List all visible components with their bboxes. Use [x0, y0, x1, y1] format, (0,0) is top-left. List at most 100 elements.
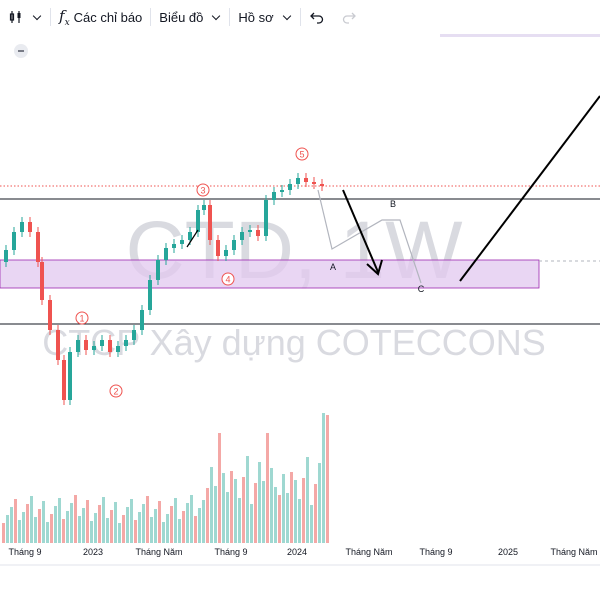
redo-button[interactable]: [333, 0, 365, 34]
volume-bar: [282, 474, 285, 543]
volume-bar: [158, 501, 161, 543]
volume-bar: [218, 433, 221, 543]
candle: [256, 230, 260, 236]
volume-bar: [162, 522, 165, 543]
volume-bar: [182, 511, 185, 543]
volume-bar: [270, 468, 273, 543]
volume-bar: [102, 497, 105, 543]
volume-bar: [306, 457, 309, 543]
candle: [264, 200, 268, 236]
toolbar-divider: [299, 8, 301, 26]
abc-projection-path[interactable]: [317, 189, 422, 284]
volume-bar: [242, 477, 245, 543]
wave-number: 1: [79, 314, 84, 324]
volume-bar: [298, 499, 301, 543]
indicators-button[interactable]: fx Các chỉ báo: [51, 0, 150, 34]
volume-bar: [118, 523, 121, 543]
volume-bar: [166, 514, 169, 543]
wave-number: 4: [225, 275, 230, 285]
undo-icon: [309, 12, 323, 24]
candle: [296, 178, 300, 184]
candle: [224, 250, 228, 256]
candle: [232, 240, 236, 250]
down-arrow-line[interactable]: [342, 189, 379, 273]
volume-bar: [302, 478, 305, 543]
volume-bar: [258, 462, 261, 543]
volume-bar: [122, 515, 125, 543]
volume-bar: [134, 520, 137, 543]
candle: [76, 340, 80, 352]
chevron-down-icon: [212, 11, 221, 20]
volume-bar: [86, 500, 89, 543]
volume-bar: [190, 495, 193, 543]
candle: [172, 244, 176, 248]
x-tick-label: Tháng Năm: [135, 547, 182, 557]
redo-icon: [342, 12, 356, 24]
x-tick-label: Tháng Năm: [345, 547, 392, 557]
candles-icon: [9, 11, 21, 23]
chart-type-button[interactable]: [0, 0, 50, 34]
candle: [62, 360, 66, 400]
toolbar-divider: [150, 8, 152, 26]
candle: [216, 240, 220, 256]
candle: [280, 190, 284, 192]
volume-bar: [318, 463, 321, 543]
undo-button[interactable]: [301, 0, 333, 34]
indicators-label: Các chỉ báo: [73, 9, 143, 25]
volume-bar: [70, 503, 73, 543]
volume-bar: [238, 498, 241, 543]
wave-marker-5: 5: [295, 147, 309, 161]
candle: [124, 340, 128, 346]
candle: [196, 210, 200, 232]
price-chart[interactable]: CTD, 1W CTCP Xây dựng COTECCONS A B C 1 …: [0, 37, 600, 600]
volume-bar: [10, 507, 13, 543]
candle: [48, 300, 52, 330]
volume-bar: [210, 467, 213, 543]
volume-bar: [66, 511, 69, 543]
candle: [100, 340, 104, 346]
volume-bar: [178, 519, 181, 543]
collapse-button[interactable]: [14, 44, 28, 58]
fx-icon: fx: [59, 6, 70, 28]
volume-bar: [314, 484, 317, 543]
volume-bar: [226, 492, 229, 543]
candle: [240, 232, 244, 240]
candle: [132, 330, 136, 340]
volume-bar: [22, 512, 25, 543]
volume-bars: [2, 413, 329, 543]
volume-bar: [54, 506, 57, 543]
up-trend-line[interactable]: [459, 95, 600, 282]
x-tick-label: Tháng Năm: [550, 547, 597, 557]
candle: [108, 340, 112, 352]
candle: [56, 330, 60, 360]
volume-bar: [34, 517, 37, 543]
toolbar-divider: [229, 8, 231, 26]
volume-bar: [50, 514, 53, 543]
candle: [40, 262, 44, 300]
volume-bar: [326, 415, 329, 543]
profile-menu-button[interactable]: Hồ sơ: [230, 0, 299, 34]
volume-bar: [142, 504, 145, 543]
volume-bar: [170, 506, 173, 543]
volume-bar: [74, 495, 77, 543]
volume-bar: [294, 480, 297, 543]
wave-line: [186, 229, 199, 248]
volume-bar: [194, 516, 197, 543]
volume-bar: [110, 510, 113, 543]
candle: [320, 184, 324, 186]
volume-bar: [2, 523, 5, 543]
wave-marker-3: 3: [196, 183, 210, 197]
wave-marker-2: 2: [109, 384, 123, 398]
volume-bar: [94, 513, 97, 543]
candle: [164, 248, 168, 260]
target-zone[interactable]: [0, 259, 540, 289]
candle: [36, 232, 40, 262]
candle: [312, 182, 316, 184]
wave-label-c: C: [418, 284, 425, 294]
volume-bar: [146, 496, 149, 543]
chart-menu-button[interactable]: Biểu đồ: [151, 0, 229, 34]
chevron-down-icon: [32, 11, 42, 20]
wave-marker-4: 4: [221, 272, 235, 286]
volume-bar: [62, 519, 65, 543]
volume-bar: [126, 507, 129, 543]
